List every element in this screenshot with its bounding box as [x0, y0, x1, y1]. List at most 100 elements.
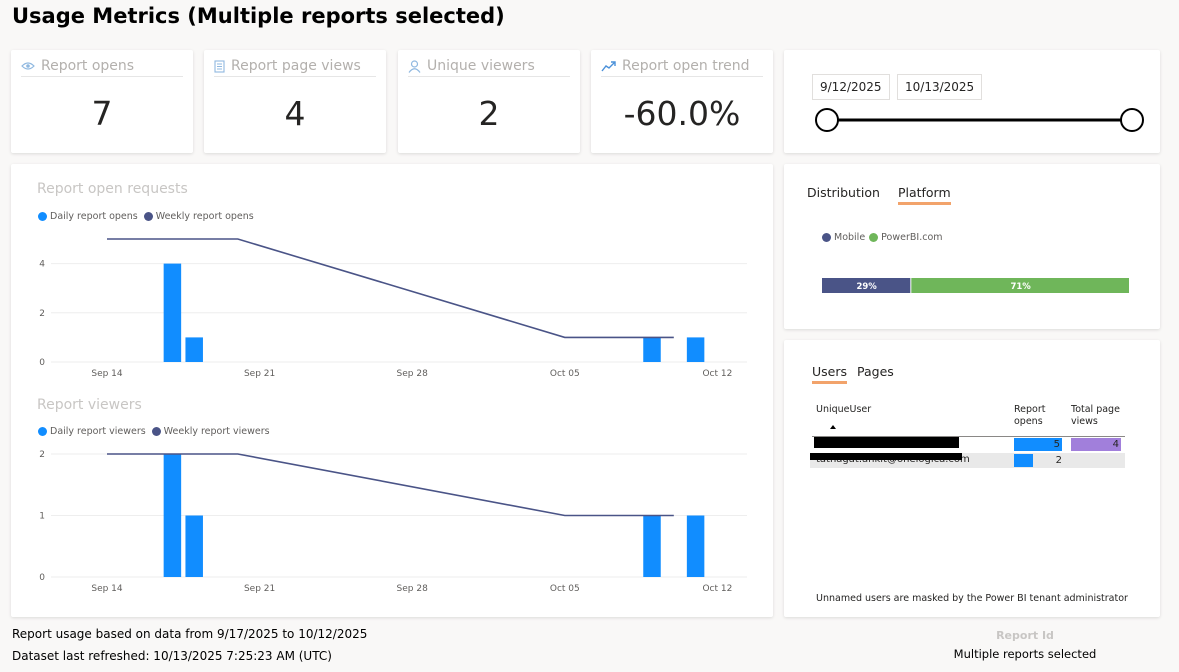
y-tick-label: 4 — [39, 260, 45, 270]
legend-dot — [151, 427, 161, 436]
masked-user-redaction — [814, 437, 959, 448]
data-bar — [643, 515, 661, 577]
tab-platform[interactable]: Platform — [897, 185, 951, 205]
slider-end-handle[interactable] — [1120, 108, 1144, 132]
table-row[interactable]: tathagat.ankit@onelogica.com 2 — [810, 453, 1125, 468]
kpi-card-page-views[interactable]: Report page views 4 — [204, 50, 386, 153]
users-card: Users Pages UniqueUser Report opens Tota… — [784, 340, 1160, 617]
y-tick-label: 0 — [39, 573, 45, 583]
kpi-label: Report opens — [41, 58, 135, 74]
platform-stacked-bar[interactable]: 29% 71% — [784, 272, 1160, 300]
data-bar — [185, 515, 203, 577]
date-range-slicer[interactable]: 9/12/2025 10/13/2025 — [784, 50, 1160, 153]
legend-label: Daily report opens — [50, 211, 138, 222]
end-date-input[interactable]: 10/13/2025 — [897, 74, 983, 100]
x-tick-label: Oct 05 — [550, 369, 580, 379]
trend-up-icon — [601, 60, 616, 71]
masked-users-footnote: Unnamed users are masked by the Power BI… — [816, 593, 1128, 604]
chart-title-open-requests: Report open requests — [37, 181, 188, 197]
eye-icon — [21, 62, 35, 70]
legend-label: Weekly report opens — [155, 211, 254, 222]
start-date-input[interactable]: 9/12/2025 — [812, 74, 890, 100]
kpi-value: 7 — [91, 94, 113, 133]
page-title: Usage Metrics (Multiple reports selected… — [12, 4, 505, 28]
stacked-segment — [911, 278, 1129, 293]
last-refreshed-text: Dataset last refreshed: 10/13/2025 7:25:… — [12, 649, 332, 663]
legend-platform: Mobile PowerBI.com — [822, 232, 943, 243]
legend-label: PowerBI.com — [881, 232, 943, 243]
x-tick-label: Sep 14 — [91, 584, 123, 594]
data-bar — [643, 337, 661, 362]
x-tick-label: Sep 21 — [244, 369, 275, 379]
x-tick-label: Sep 28 — [397, 369, 429, 379]
legend-dot — [869, 233, 879, 242]
legend-label: Mobile — [834, 232, 866, 243]
report-id-value: Multiple reports selected — [953, 647, 1097, 661]
legend-label: Daily report viewers — [50, 426, 146, 437]
data-bar — [185, 337, 203, 362]
range-slider[interactable] — [784, 100, 1160, 140]
y-tick-label: 2 — [39, 450, 45, 460]
segment-label: 29% — [856, 282, 877, 292]
x-tick-label: Sep 28 — [397, 584, 429, 594]
kpi-label: Report page views — [231, 58, 361, 74]
x-tick-label: Oct 12 — [702, 584, 732, 594]
data-bar — [686, 337, 705, 362]
kpi-value: 4 — [284, 94, 306, 133]
kpi-value: -60.0% — [623, 94, 741, 133]
data-bar — [163, 263, 182, 362]
open-requests-chart[interactable]: 0 2 4 Sep 14 Sep 21 Sep 28 Oct 05 Oct 12 — [11, 224, 773, 389]
legend-viewers: Daily report viewers Weekly report viewe… — [38, 426, 270, 437]
person-icon — [408, 59, 421, 73]
kpi-value: 2 — [478, 94, 500, 133]
legend-open-requests: Daily report opens Weekly report opens — [38, 211, 254, 222]
tab-pages[interactable]: Pages — [857, 364, 894, 379]
series-line — [107, 453, 674, 517]
sort-ascending-icon[interactable] — [830, 425, 836, 429]
data-bar — [163, 454, 182, 577]
y-tick-label: 0 — [39, 358, 45, 368]
column-header-unique-user[interactable]: UniqueUser — [816, 404, 872, 415]
opens-databar — [1014, 454, 1033, 467]
legend-dot — [143, 212, 153, 221]
views-value-cell: 4 — [1112, 439, 1119, 450]
views-databar — [1071, 438, 1121, 451]
legend-dot — [822, 233, 831, 242]
tab-distribution[interactable]: Distribution — [807, 185, 880, 200]
document-icon — [214, 59, 225, 73]
usage-range-text: Report usage based on data from 9/17/202… — [12, 627, 368, 641]
table-header-divider — [812, 436, 1125, 437]
legend-dot — [38, 212, 47, 221]
tab-users[interactable]: Users — [812, 364, 848, 384]
chart-title-viewers: Report viewers — [37, 397, 142, 413]
kpi-card-open-trend[interactable]: Report open trend -60.0% — [591, 50, 773, 153]
column-header-report-opens[interactable]: Report opens — [1014, 404, 1046, 427]
y-tick-label: 2 — [39, 309, 45, 319]
kpi-label: Report open trend — [622, 58, 750, 74]
x-tick-label: Oct 05 — [550, 584, 580, 594]
column-header-total-page-views[interactable]: Total page views — [1071, 404, 1120, 427]
opens-value-cell: 2 — [1055, 455, 1062, 466]
platform-card: Distribution Platform Mobile PowerBI.com… — [784, 164, 1160, 329]
table-row[interactable]: 5 4 — [812, 437, 1125, 452]
kpi-card-report-opens[interactable]: Report opens 7 — [11, 50, 193, 153]
report-id-label: Report Id — [996, 629, 1054, 642]
opens-databar — [1014, 438, 1062, 451]
data-bar — [686, 515, 705, 577]
kpi-label: Unique viewers — [427, 58, 535, 74]
segment-label: 71% — [1010, 282, 1031, 292]
x-tick-label: Sep 21 — [244, 584, 275, 594]
x-tick-label: Sep 14 — [91, 369, 123, 379]
activity-charts-card: Report open requests Daily report opens … — [11, 164, 773, 617]
legend-dot — [38, 427, 47, 436]
series-line — [107, 238, 674, 339]
legend-label: Weekly report viewers — [163, 426, 270, 437]
stacked-segment — [822, 278, 911, 293]
viewers-chart[interactable]: 0 1 2 Sep 14 Sep 21 Sep 28 Oct 05 Oct 12 — [11, 439, 773, 604]
opens-value-cell: 5 — [1053, 439, 1060, 450]
masked-user-redaction — [810, 453, 962, 460]
slider-start-handle[interactable] — [815, 108, 839, 132]
y-tick-label: 1 — [39, 512, 45, 522]
kpi-card-unique-viewers[interactable]: Unique viewers 2 — [398, 50, 580, 153]
x-tick-label: Oct 12 — [702, 369, 732, 379]
